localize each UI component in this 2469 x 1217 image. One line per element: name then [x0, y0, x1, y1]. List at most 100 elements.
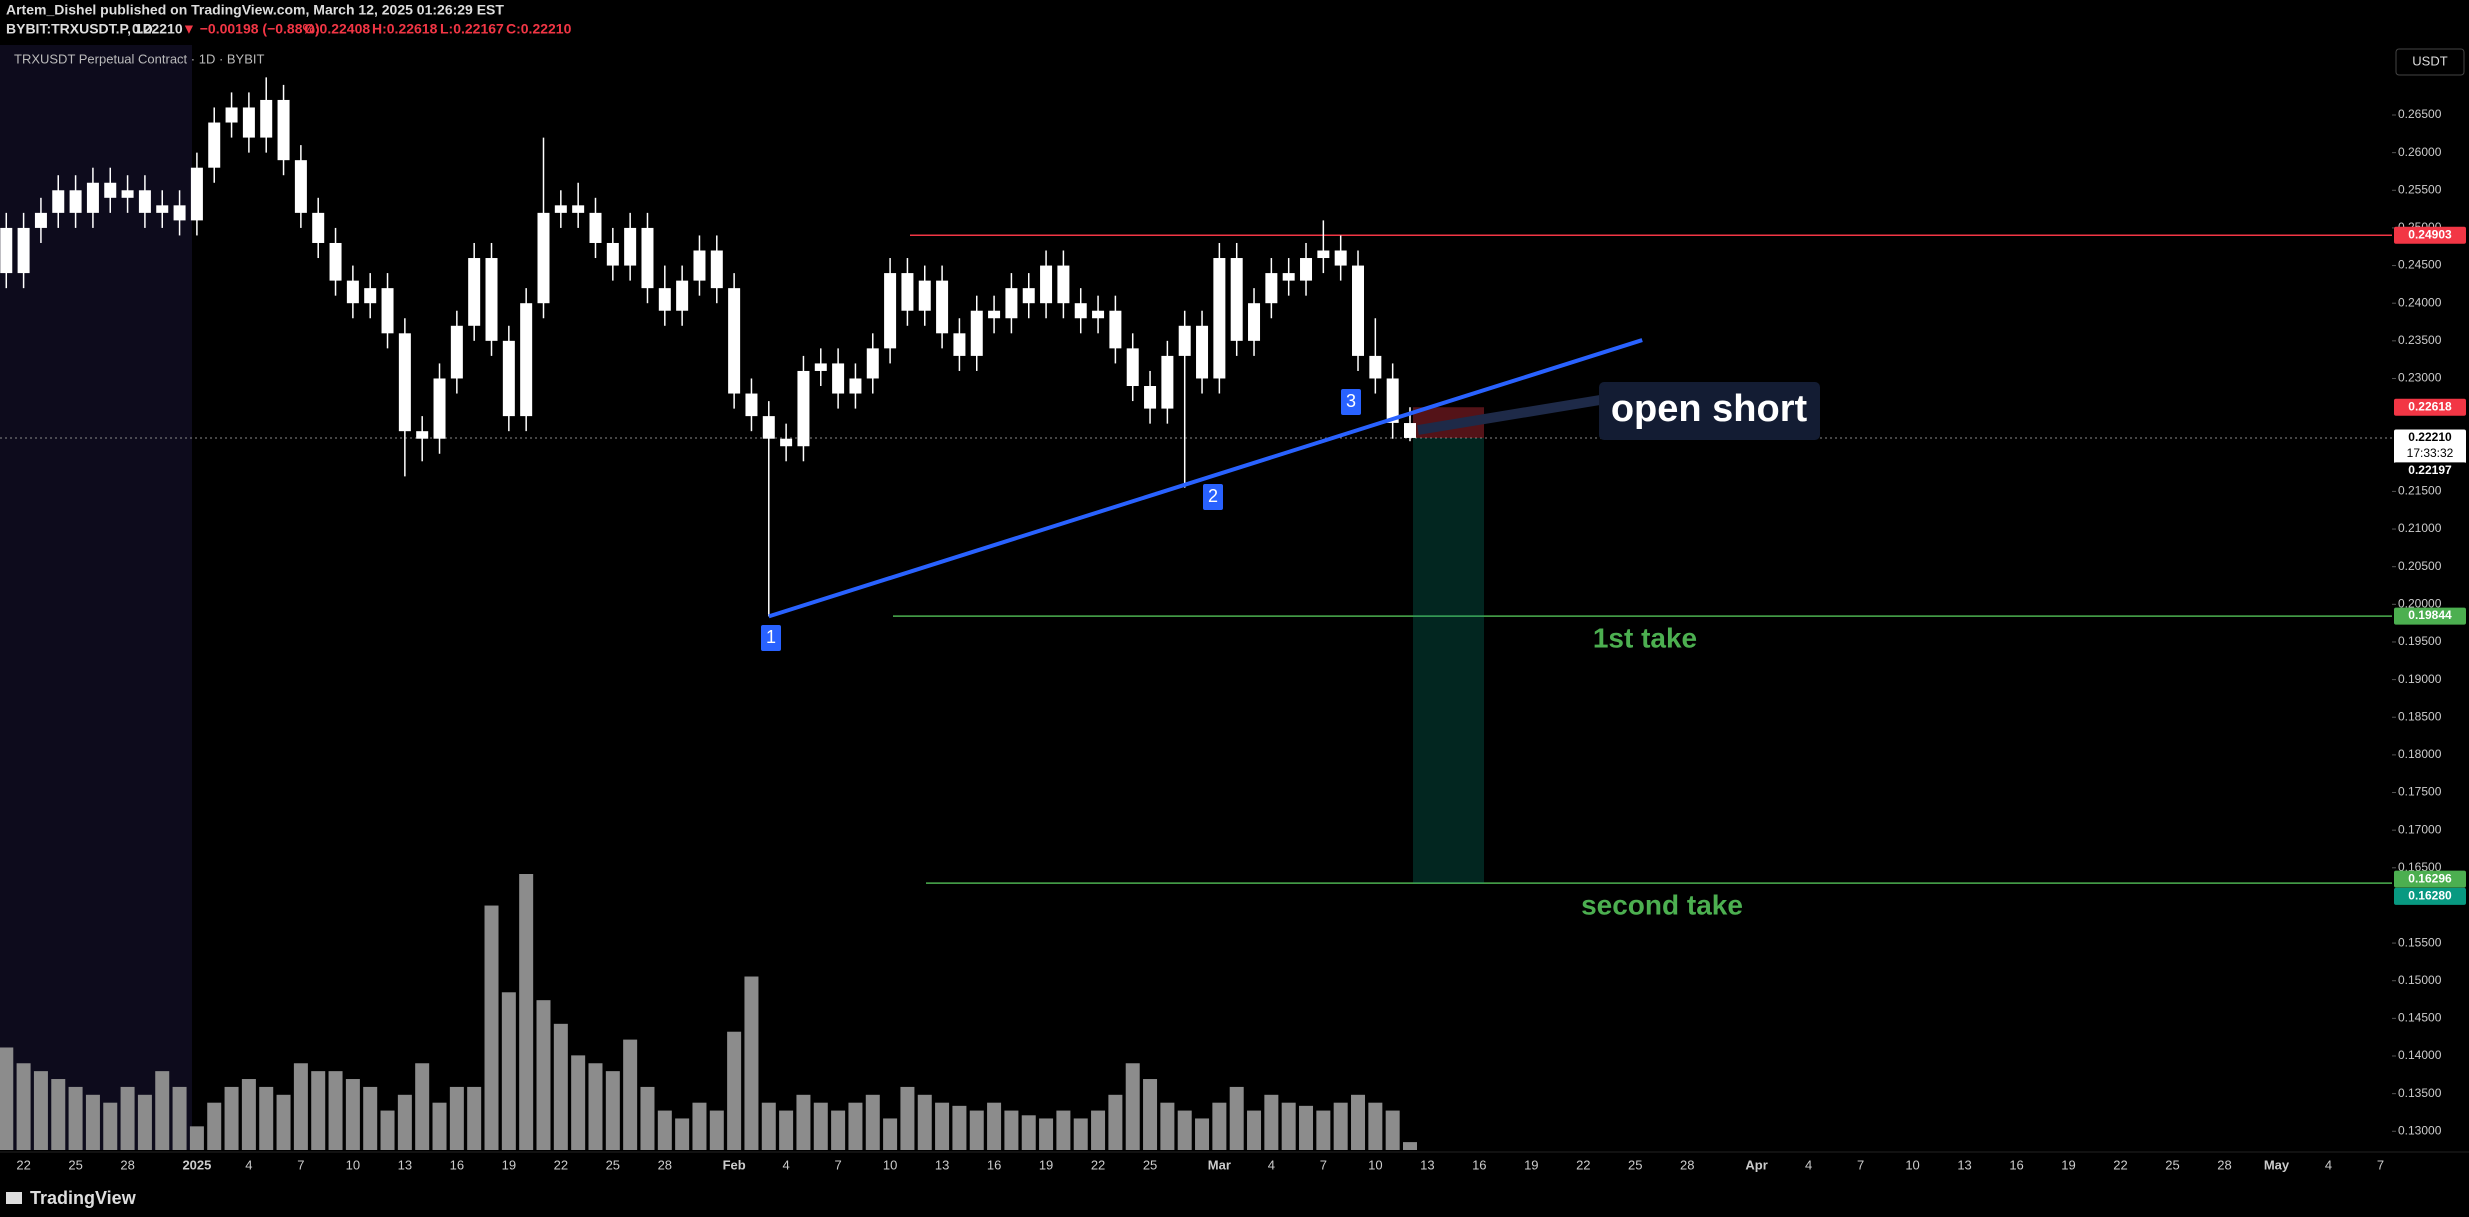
volume-bar — [103, 1102, 118, 1150]
volume-bar — [744, 976, 759, 1150]
candle-body — [277, 99, 290, 161]
x-tick-label: 22 — [554, 1157, 568, 1172]
volume-bar — [692, 1102, 707, 1150]
price-tag — [2394, 870, 2466, 888]
candle-body — [364, 288, 377, 304]
volume-bar — [120, 1086, 135, 1150]
volume-bar — [917, 1094, 932, 1150]
candle-body — [884, 273, 897, 349]
y-tick-label: 0.13500 — [2398, 1086, 2442, 1100]
volume-bar — [865, 1094, 880, 1150]
volume-bar — [796, 1094, 811, 1150]
volume-bar — [328, 1071, 343, 1150]
y-tick-label: 0.24500 — [2398, 258, 2442, 272]
volume-bar — [1108, 1094, 1123, 1150]
volume-bar — [501, 992, 516, 1150]
x-tick-label: 22 — [1091, 1157, 1105, 1172]
candle-body — [641, 227, 654, 289]
price-tag-label: 0.16280 — [2408, 889, 2452, 903]
candle-body — [1074, 303, 1087, 319]
candle-body — [1334, 250, 1347, 266]
volume-bar — [1385, 1110, 1400, 1150]
x-tick-label: 2025 — [182, 1157, 211, 1172]
candle-body — [572, 205, 585, 213]
price-tag — [2394, 607, 2466, 625]
volume-bar — [397, 1094, 412, 1150]
candle-body — [346, 280, 359, 304]
x-tick-label: 22 — [2113, 1157, 2127, 1172]
candle-body — [1213, 258, 1226, 379]
candle-body — [242, 107, 255, 138]
volume-bar — [1160, 1102, 1175, 1150]
footer-brand: TradingView — [30, 1188, 137, 1208]
volume-bar — [189, 1126, 204, 1150]
x-tick-label: 25 — [606, 1157, 620, 1172]
volume-bar — [345, 1079, 360, 1150]
candle-body — [294, 160, 307, 213]
candle-body — [728, 288, 741, 394]
volume-bar — [16, 1063, 31, 1150]
volume-bar — [571, 1055, 586, 1150]
volume-bar — [1264, 1094, 1279, 1150]
y-tick-label: 0.21500 — [2398, 484, 2442, 498]
x-tick-label: 28 — [2217, 1157, 2231, 1172]
candle-body — [190, 167, 203, 221]
candle-body — [676, 280, 689, 311]
candle-body — [1144, 386, 1157, 409]
y-tick-label: 0.16500 — [2398, 860, 2442, 874]
volume-bar — [1368, 1102, 1383, 1150]
candle-body — [849, 378, 862, 394]
y-tick-label: 0.17000 — [2398, 822, 2442, 836]
point-label: 1 — [766, 627, 776, 647]
x-tick-label: Apr — [1745, 1157, 1767, 1172]
price-tag — [2394, 429, 2466, 464]
currency-box — [2395, 48, 2465, 76]
volume-bar — [813, 1102, 828, 1150]
candle-body — [1352, 265, 1365, 356]
volume-bar — [0, 1047, 14, 1150]
volume-bar — [519, 874, 534, 1150]
y-tick-label: 0.21000 — [2398, 521, 2442, 535]
candle-body — [1386, 378, 1399, 423]
x-tick-label: 13 — [398, 1157, 412, 1172]
x-tick-label: 28 — [120, 1157, 134, 1172]
volume-bar — [51, 1079, 66, 1150]
x-tick-label: 25 — [68, 1157, 82, 1172]
last-price: 0.22210 — [132, 21, 183, 37]
candle-body — [537, 212, 550, 304]
candle-body — [658, 288, 671, 311]
candle-body — [918, 280, 931, 311]
ohlc-close: C:0.22210 — [506, 21, 572, 37]
volume-bar — [848, 1102, 863, 1150]
volume-bar — [311, 1071, 326, 1150]
candle-body — [693, 250, 706, 281]
volume-bar — [467, 1086, 482, 1150]
y-tick-label: 0.13000 — [2398, 1123, 2442, 1137]
candle-body — [710, 250, 723, 289]
candle-body — [814, 363, 827, 371]
volume-bar — [1195, 1118, 1210, 1150]
volume-bar — [432, 1102, 447, 1150]
volume-bar — [1021, 1115, 1036, 1150]
x-tick-label: 22 — [16, 1157, 30, 1172]
x-tick-label: 16 — [987, 1157, 1001, 1172]
candle-body — [1369, 355, 1382, 379]
y-tick-label: 0.17500 — [2398, 785, 2442, 799]
candle-body — [780, 438, 793, 447]
candle-body — [156, 205, 169, 213]
volume-bar — [831, 1110, 846, 1150]
candle-body — [1109, 310, 1122, 349]
x-tick-label: 10 — [1368, 1157, 1382, 1172]
volume-bar — [363, 1086, 378, 1150]
x-tick-label: 25 — [2165, 1157, 2179, 1172]
candle-body — [745, 393, 758, 417]
price-tag-label: 0.22618 — [2408, 399, 2452, 413]
volume-bar — [1177, 1110, 1192, 1150]
candle-body — [468, 258, 481, 326]
candle-body — [398, 333, 411, 432]
candle-body — [1161, 355, 1174, 409]
volume-bar — [276, 1094, 291, 1150]
